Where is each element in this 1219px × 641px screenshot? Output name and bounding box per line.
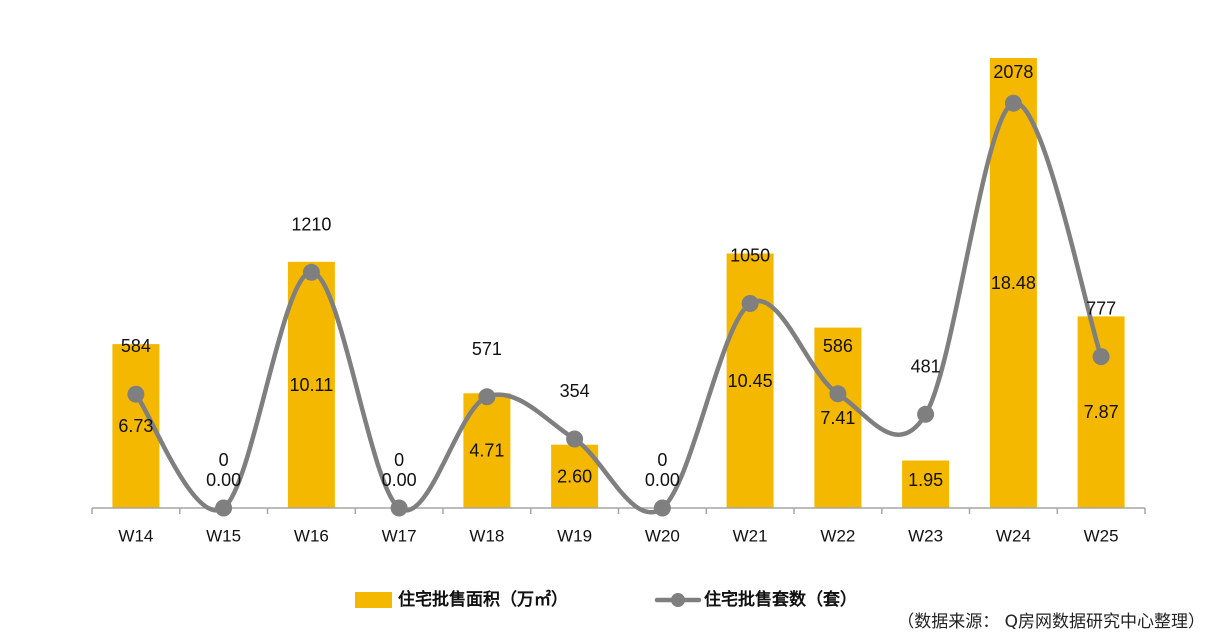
line-value-label: 777 bbox=[1086, 299, 1116, 319]
x-tick-label: W23 bbox=[908, 527, 943, 546]
line-value-label: 1050 bbox=[730, 246, 770, 266]
x-tick-label: W24 bbox=[996, 527, 1031, 546]
line-marker-W18 bbox=[478, 388, 496, 406]
bars-layer bbox=[112, 58, 1125, 508]
line-marker-W14 bbox=[127, 385, 145, 403]
bar-value-label: 0.00 bbox=[645, 470, 680, 490]
legend-item-area: 住宅批售面积（万㎡） bbox=[355, 589, 568, 610]
line-value-label: 584 bbox=[121, 336, 151, 356]
line-value-label: 481 bbox=[911, 356, 941, 376]
series-line-path bbox=[133, 100, 1104, 515]
line-series bbox=[133, 100, 1104, 515]
legend-item-count: 住宅批售套数（套） bbox=[654, 589, 857, 610]
line-value-label: 1210 bbox=[291, 214, 331, 234]
bar-value-label: 6.73 bbox=[118, 416, 153, 436]
x-tick-label: W19 bbox=[557, 527, 592, 546]
x-tick-labels: W14 W15 W16 W17 W18 W19 W20 W21 W22 W23 W24 W25 bbox=[118, 527, 1118, 546]
x-tick-label: W16 bbox=[294, 527, 329, 546]
bar-value-label: 4.71 bbox=[469, 441, 504, 461]
line-value-label: 2078 bbox=[993, 62, 1033, 82]
line-marker-W15 bbox=[215, 499, 233, 517]
line-value-label: 354 bbox=[560, 381, 590, 401]
bar-W23 bbox=[902, 460, 950, 508]
source-note: （数据来源： Q房网数据研究中心整理） bbox=[897, 612, 1205, 632]
line-markers-layer bbox=[127, 94, 1110, 517]
legend-marker-icon bbox=[671, 593, 685, 607]
x-axis bbox=[91, 507, 1146, 514]
bar-value-label: 18.48 bbox=[991, 273, 1036, 293]
bar-value-label: 7.87 bbox=[1084, 402, 1119, 422]
line-value-label: 0 bbox=[219, 450, 229, 470]
x-tick-label: W21 bbox=[733, 527, 768, 546]
line-value-label: 0 bbox=[394, 450, 404, 470]
line-marker-W19 bbox=[566, 430, 584, 448]
x-tick-label: W22 bbox=[820, 527, 855, 546]
x-tick-label: W25 bbox=[1084, 527, 1119, 546]
line-marker-W21 bbox=[741, 295, 759, 312]
line-value-label: 586 bbox=[823, 336, 853, 356]
bar-value-label: 10.11 bbox=[290, 375, 334, 395]
bar-value-label: 0.00 bbox=[206, 470, 241, 490]
line-value-label: 0 bbox=[657, 450, 667, 470]
line-marker-W22 bbox=[829, 385, 847, 403]
line-marker-W25 bbox=[1092, 348, 1110, 366]
bar-value-label: 10.45 bbox=[728, 371, 773, 391]
line-marker-W23 bbox=[917, 405, 935, 423]
bar-value-label: 0.00 bbox=[382, 470, 417, 490]
line-marker-W24 bbox=[1004, 94, 1022, 112]
bar-labels-layer: 6.73 0.00 10.11 0.00 4.71 2.60 0.00 10.45 7.41 1.… bbox=[118, 273, 1118, 490]
x-tick-label: W15 bbox=[206, 527, 241, 546]
x-tick-label: W17 bbox=[382, 527, 417, 546]
line-value-label: 571 bbox=[472, 339, 502, 359]
line-marker-W20 bbox=[653, 499, 671, 517]
bar-W16 bbox=[287, 261, 335, 508]
bar-value-label: 7.41 bbox=[820, 408, 855, 428]
x-tick-label: W14 bbox=[118, 527, 153, 546]
bar-value-label: 2.60 bbox=[557, 466, 592, 486]
legend-label-count: 住宅批售套数（套） bbox=[704, 589, 857, 610]
line-labels-layer: 584 0 1210 0 571 354 0 1050 586 481 2078 777 bbox=[121, 62, 1116, 470]
x-tick-label: W20 bbox=[645, 527, 680, 546]
bar-W22 bbox=[814, 327, 862, 508]
x-tick-label: W18 bbox=[469, 527, 504, 546]
legend-swatch-bar-icon bbox=[355, 592, 392, 608]
line-marker-W17 bbox=[390, 499, 408, 517]
legend: 住宅批售面积（万㎡） 住宅批售套数（套） bbox=[355, 589, 857, 610]
bar-value-label: 1.95 bbox=[908, 470, 943, 490]
legend-label-area: 住宅批售面积（万㎡） bbox=[398, 589, 568, 610]
line-marker-W16 bbox=[302, 263, 320, 281]
